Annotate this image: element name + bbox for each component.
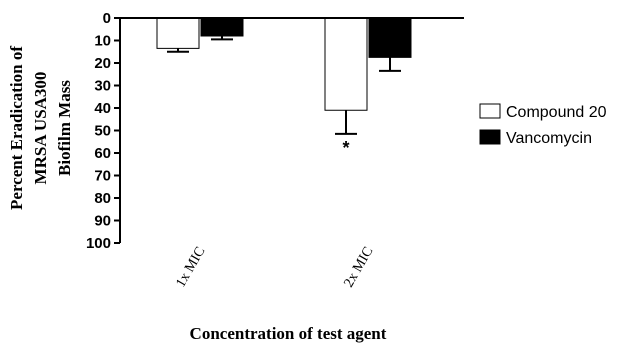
legend: Compound 20 Vancomycin	[479, 103, 607, 147]
legend-swatch	[479, 129, 501, 145]
y-tick-label: 90	[94, 213, 111, 230]
y-tick-label: 20	[94, 55, 111, 72]
y-tick-label: 100	[86, 235, 111, 252]
y-tick-label: 40	[94, 100, 111, 117]
significance-annotation: *	[342, 138, 349, 158]
legend-label: Compound 20	[506, 104, 607, 121]
bar	[156, 17, 200, 49]
bars: *	[156, 17, 412, 158]
y-tick-label: 0	[103, 10, 111, 27]
legend-label: Vancomycin	[506, 130, 592, 147]
x-axis-categories: 1x MIC 2x MIC	[173, 245, 376, 291]
y-axis-title-line: Biofilm Mass	[55, 80, 74, 176]
y-tick-label: 70	[94, 168, 111, 185]
y-tick-label: 30	[94, 78, 111, 95]
bar	[200, 17, 244, 37]
legend-swatch	[479, 103, 501, 119]
bar	[368, 17, 412, 58]
x-category-label: 2x MIC	[341, 245, 376, 291]
y-tick-label: 50	[94, 123, 111, 140]
y-axis-title-line: MRSA USA300	[31, 72, 50, 185]
y-tick-label: 60	[94, 145, 111, 162]
bar	[324, 17, 368, 111]
y-axis-ticks: 0 10 20 30 40 50 60 70 80 90 100	[86, 10, 120, 252]
y-tick-label: 10	[94, 33, 111, 50]
y-tick-label: 80	[94, 190, 111, 207]
x-category-label: 1x MIC	[173, 245, 208, 291]
axes	[119, 17, 464, 243]
y-axis-title-line: Percent Eradication of	[7, 46, 26, 210]
y-axis-title: Percent Eradication of MRSA USA300 Biofilm…	[7, 46, 74, 210]
x-axis-title: Concentration of test agent	[190, 324, 387, 343]
